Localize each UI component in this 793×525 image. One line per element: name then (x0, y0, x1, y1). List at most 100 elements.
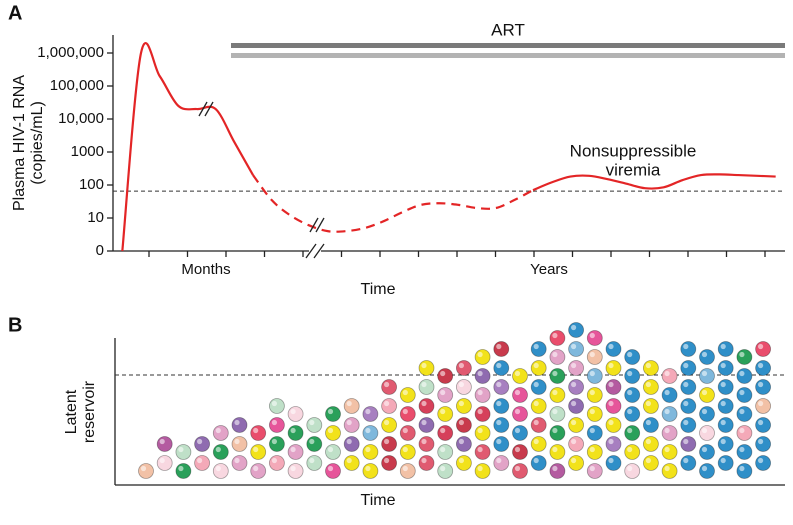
cell (493, 436, 510, 452)
cell-highlight (552, 465, 558, 472)
cell-highlight (384, 438, 390, 445)
cell-highlight (739, 465, 745, 472)
cell-highlight (683, 381, 689, 388)
cell (455, 417, 472, 433)
cell-highlight (290, 465, 296, 472)
y-tick-label: 100 (79, 176, 104, 193)
cell-highlight (552, 446, 558, 453)
cell-highlight (496, 438, 502, 445)
cell-highlight (758, 381, 764, 388)
cell-highlight (365, 427, 371, 434)
cell (717, 417, 734, 433)
cell-highlight (477, 427, 483, 434)
cell-highlight (664, 427, 670, 434)
cell-highlight (571, 362, 577, 369)
cell-highlight (514, 446, 521, 453)
cell (362, 444, 379, 460)
cell-highlight (514, 427, 521, 434)
cell (586, 444, 603, 460)
cell-highlight (402, 465, 408, 472)
cell-highlight (421, 400, 427, 407)
cell-highlight (178, 446, 184, 453)
cell-highlight (402, 408, 408, 415)
cell (512, 463, 528, 479)
cell (605, 398, 622, 414)
cell-highlight (627, 370, 633, 377)
cell (755, 341, 771, 357)
cell (156, 436, 173, 452)
cell-highlight (327, 446, 334, 453)
cell-highlight (683, 419, 689, 426)
cell-highlight (608, 343, 614, 350)
cell (455, 455, 472, 471)
cell (643, 398, 659, 414)
cell-highlight (458, 362, 464, 369)
cell (643, 436, 659, 452)
cell (512, 425, 528, 441)
cell (586, 406, 603, 422)
cell-highlight (645, 457, 652, 464)
cell (268, 455, 285, 471)
cell-highlight (346, 457, 352, 464)
axis-break-gap (309, 247, 321, 255)
cell-highlight (608, 438, 614, 445)
panel-label: A (8, 2, 22, 24)
cell-highlight (365, 465, 371, 472)
y-tick-label: 1000 (71, 143, 104, 160)
cell-highlight (421, 381, 427, 388)
cell (699, 368, 715, 384)
cell (306, 417, 323, 433)
x-marker: Years (530, 261, 568, 278)
cell (437, 387, 454, 403)
cell (530, 379, 547, 395)
cell (549, 330, 566, 346)
cell-highlight (533, 419, 539, 426)
cell (624, 387, 641, 403)
cell-highlight (645, 381, 652, 388)
cell-highlight (720, 381, 726, 388)
annotation: viremia (606, 160, 661, 179)
cell (175, 463, 192, 479)
cell-highlight (664, 465, 670, 472)
x-marker: Months (181, 261, 230, 278)
cell (624, 349, 641, 365)
cell-highlight (627, 408, 633, 415)
cell (399, 444, 416, 460)
cell (680, 436, 697, 452)
cell (530, 341, 547, 357)
cell (362, 406, 379, 422)
cell-highlight (683, 343, 689, 350)
cell (138, 463, 154, 479)
cell (680, 455, 697, 471)
cell (755, 417, 771, 433)
cell (474, 425, 491, 441)
cell-highlight (758, 362, 764, 369)
cell-highlight (421, 438, 427, 445)
cell (325, 444, 341, 460)
cell (680, 360, 697, 376)
cell (755, 455, 771, 471)
x-label: Time (361, 492, 396, 509)
cell (474, 406, 491, 422)
cell (717, 436, 734, 452)
cell (381, 455, 398, 471)
cell (493, 360, 510, 376)
cell-highlight (720, 438, 726, 445)
cell (512, 406, 528, 422)
cell (699, 406, 715, 422)
cell (549, 406, 566, 422)
cell (699, 425, 715, 441)
cell (418, 379, 435, 395)
cell (568, 379, 584, 395)
y-label: Plasma HIV-1 RNA (copies/mL) (11, 75, 46, 211)
cell (680, 341, 697, 357)
cell-highlight (645, 400, 652, 407)
cell (437, 444, 454, 460)
cell (325, 425, 341, 441)
cell-highlight (477, 370, 483, 377)
cell-highlight (346, 438, 352, 445)
cell (418, 436, 435, 452)
cell (156, 455, 173, 471)
curve-break (309, 217, 319, 233)
cell (755, 398, 771, 414)
